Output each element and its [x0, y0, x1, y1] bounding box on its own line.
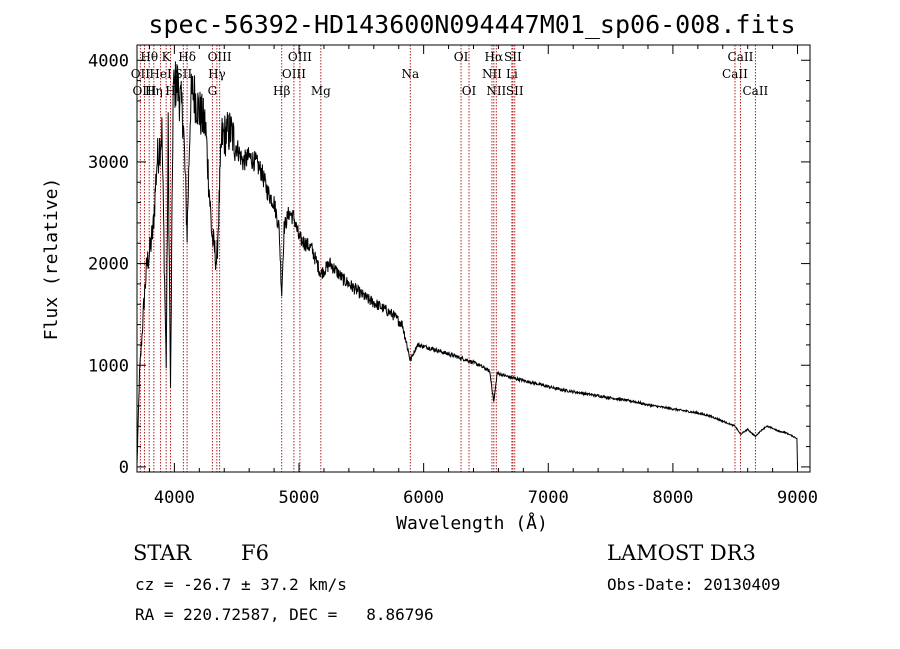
- y-tick-label: 1000: [88, 356, 129, 376]
- spectral-line-label: CaII: [742, 84, 768, 98]
- observation-date: Obs-Date: 20130409: [607, 575, 780, 594]
- x-tick-label: 9000: [777, 488, 818, 508]
- x-tick-label: 6000: [403, 488, 444, 508]
- y-tick-label: 2000: [88, 255, 129, 275]
- x-tick-label: 4000: [154, 488, 195, 508]
- spectral-line-label: OII: [131, 67, 151, 81]
- spectral-line-label: Hδ: [178, 50, 196, 64]
- spectral-line-label: OIII: [282, 67, 306, 81]
- spectral-line-label: H: [165, 84, 175, 98]
- chart-title: spec-56392-HD143600N094447M01_sp06-008.f…: [148, 10, 795, 39]
- spectral-line-label: OI: [454, 50, 469, 64]
- x-tick-label: 8000: [652, 488, 693, 508]
- x-tick-label: 7000: [528, 488, 569, 508]
- x-axis-label: Wavelength (Å): [396, 512, 548, 534]
- spectral-line-label: Hθ: [140, 50, 158, 64]
- survey-name: LAMOST DR3: [607, 541, 756, 565]
- spectral-line-label: Hβ: [273, 84, 290, 98]
- plot-frame: [136, 44, 811, 473]
- spectral-line-label: OIII: [208, 50, 232, 64]
- y-tick-label: 3000: [88, 153, 129, 173]
- spectral-line-label: NII: [482, 67, 502, 81]
- spectral-line-label: Mg: [311, 84, 331, 98]
- spectral-line-label: Hγ: [208, 67, 226, 81]
- y-tick-label: 4000: [88, 51, 129, 71]
- y-axis-label: Flux (relative): [41, 178, 62, 341]
- spectral-line-label: SII: [504, 50, 522, 64]
- spectral-line-label: K: [162, 50, 172, 64]
- spectrum-line: [136, 61, 798, 467]
- x-tick-label: 5000: [279, 488, 320, 508]
- spectral-line-label: Na: [401, 67, 419, 81]
- spectral-line-label: OIII: [288, 50, 312, 64]
- spectral-line-label: G: [208, 84, 218, 98]
- spectral-line-label: Hα: [485, 50, 504, 64]
- spectral-line-label: SII: [506, 84, 524, 98]
- y-axis-ticks: 0 1000 2000 3000 4000: [88, 51, 810, 478]
- x-axis-ticks: 4000 5000 6000 7000 8000 9000: [148, 45, 818, 508]
- object-type: STAR: [133, 541, 192, 565]
- spectral-line-label: Li: [506, 67, 518, 81]
- spectral-line-label: HeI: [149, 67, 172, 81]
- spectral-line-label: OIII: [132, 84, 156, 98]
- spectral-line-label: NII: [486, 84, 506, 98]
- spectral-line-label: SII: [175, 67, 193, 81]
- spectral-subclass: F6: [241, 541, 269, 565]
- spectral-line-labels: OIIHθOIIIHηHeIKHSIIHδGHγOIIIHβOIIIOIIIMg…: [131, 50, 769, 98]
- spectral-line-label: CaII: [722, 67, 748, 81]
- y-tick-label: 0: [119, 458, 129, 478]
- coordinates-readout: RA = 220.72587, DEC = 8.86796: [135, 605, 434, 624]
- spectral-line-markers: [139, 45, 756, 472]
- spectral-line-label: CaII: [728, 50, 754, 64]
- spectral-line-label: Hη: [145, 84, 163, 98]
- spectral-line-label: OI: [462, 84, 477, 98]
- redshift-readout: cz = -26.7 ± 37.2 km/s: [135, 575, 347, 594]
